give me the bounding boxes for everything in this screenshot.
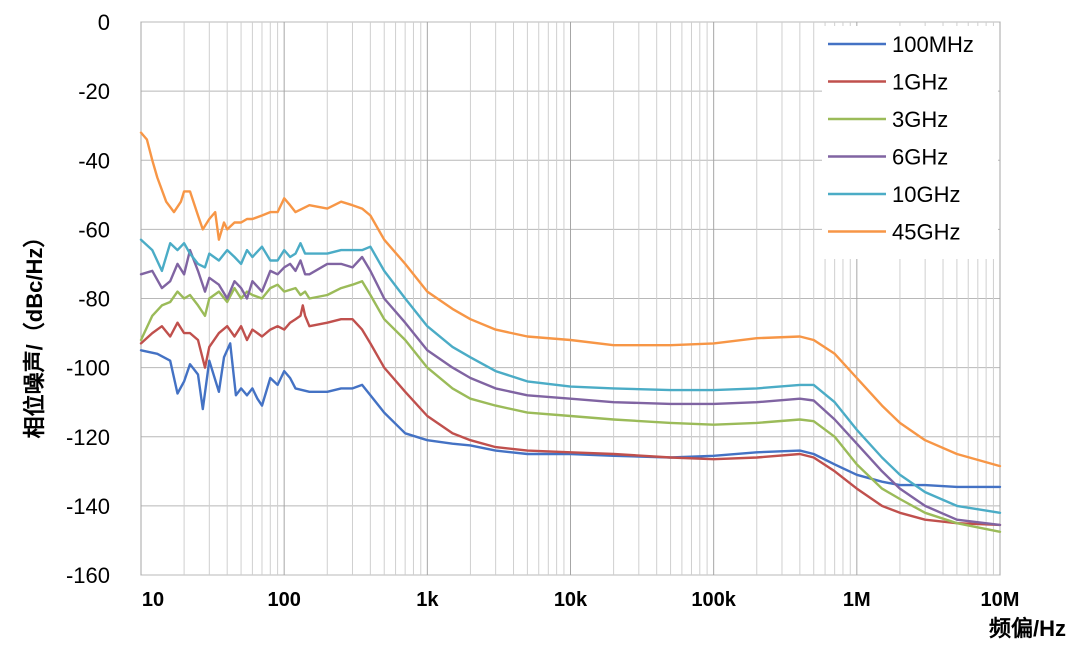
y-tick-label: -120 xyxy=(66,425,110,450)
x-tick-label: 1M xyxy=(843,589,871,611)
legend-box xyxy=(822,26,998,259)
series-layer xyxy=(139,131,1002,533)
y-tick-label: 0 xyxy=(98,10,110,35)
x-tick-label: 10M xyxy=(981,589,1020,611)
legend-label: 100MHz xyxy=(892,32,974,57)
series-line-3GHz xyxy=(139,280,1002,533)
y-tick-label: -60 xyxy=(78,217,110,242)
series-line-10GHz xyxy=(139,238,1002,514)
y-axis-title: 相位噪声/（dBc/Hz） xyxy=(22,226,47,439)
grid-layer xyxy=(140,21,1001,576)
legend-label: 1GHz xyxy=(892,70,948,95)
x-tick-label: 100 xyxy=(267,589,300,611)
legend-label: 45GHz xyxy=(892,220,960,245)
legend-label: 10GHz xyxy=(892,182,960,207)
y-tick-label: -160 xyxy=(66,563,110,588)
legend: 100MHz 1GHz 3GHz 6GHz 10GHz 45GHz xyxy=(822,26,998,259)
y-tick-label: -140 xyxy=(66,494,110,519)
x-tick-label: 100k xyxy=(691,589,736,611)
legend-label: 6GHz xyxy=(892,145,948,170)
x-tick-label: 10k xyxy=(554,589,588,611)
x-tick-label: 10 xyxy=(142,589,164,611)
series-line-1GHz xyxy=(139,304,1002,527)
y-tick-label: -40 xyxy=(78,148,110,173)
y-tick-label: -80 xyxy=(78,287,110,312)
series-line-45GHz xyxy=(139,131,1002,468)
series-line-6GHz xyxy=(139,248,1002,527)
x-tick-label: 1k xyxy=(416,589,439,611)
tick-labels: 0 -20 -40 -60 -80 -100 -120 -140 -160 10 100 1k 10k 1… xyxy=(66,10,1020,611)
y-tick-label: -20 xyxy=(78,79,110,104)
legend-label: 3GHz xyxy=(892,107,948,132)
y-tick-label: -100 xyxy=(66,356,110,381)
series-line-100MHz xyxy=(139,342,1002,489)
x-axis-title: 频偏/Hz xyxy=(989,616,1066,641)
